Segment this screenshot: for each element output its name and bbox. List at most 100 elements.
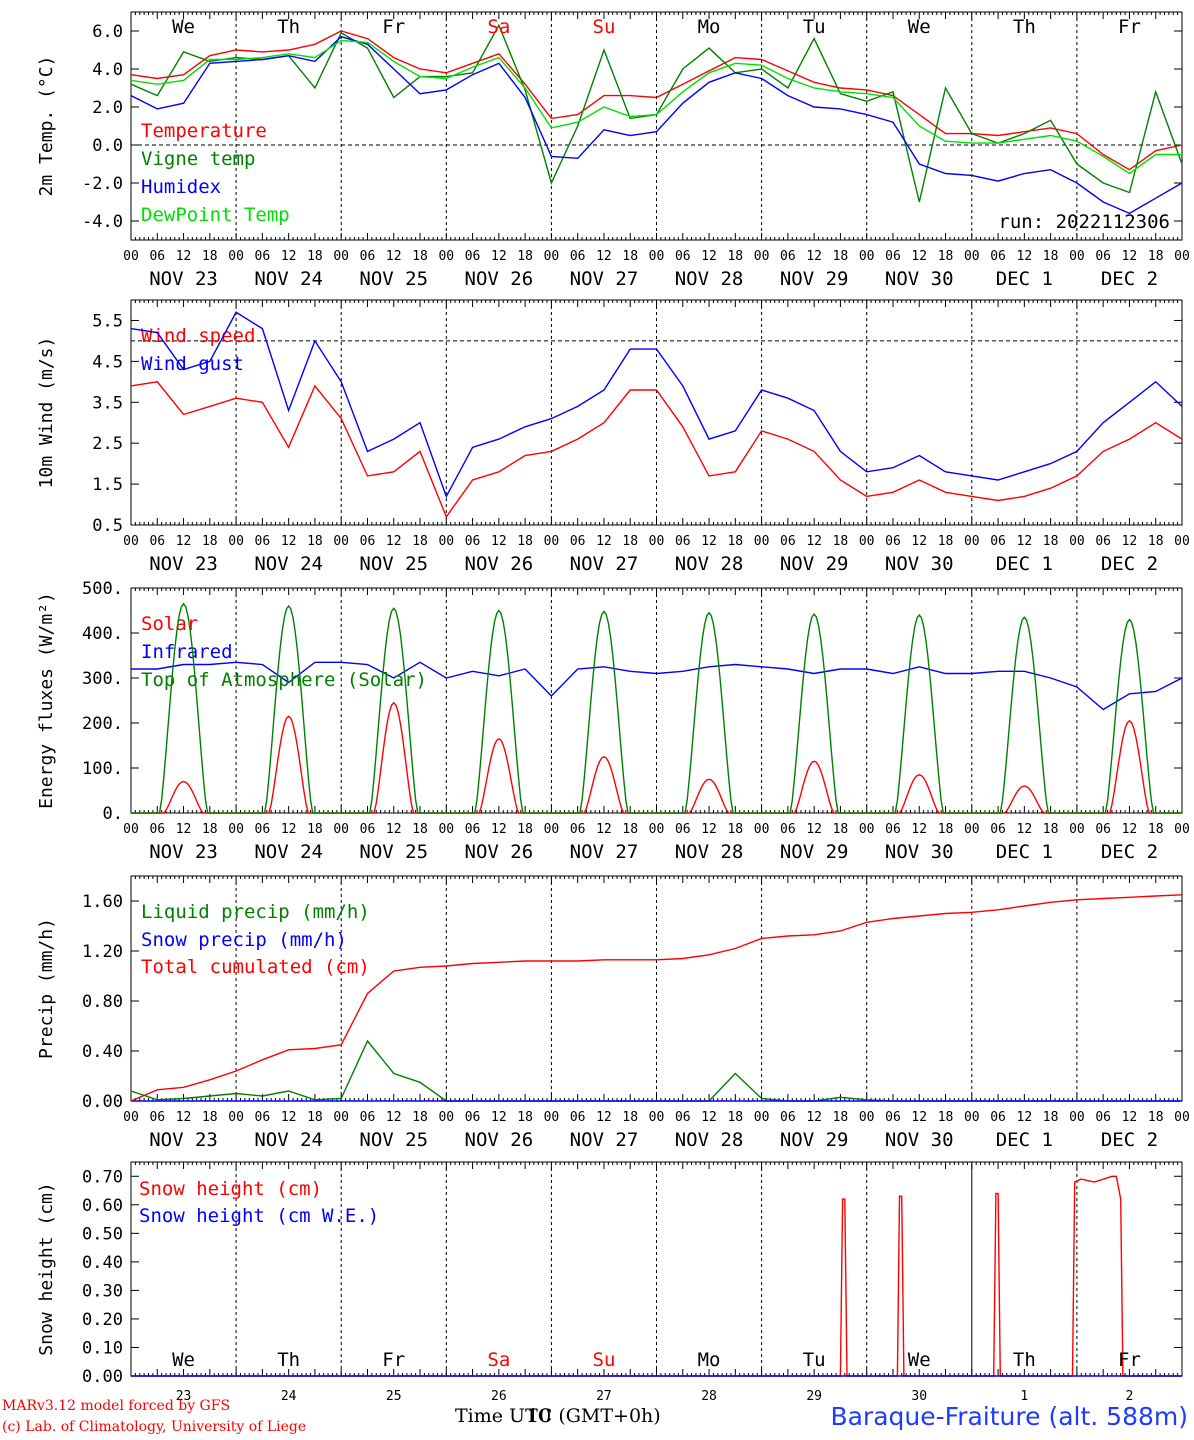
hour-tick-label: 06	[1095, 534, 1111, 549]
hour-tick-label: 00	[1069, 249, 1085, 264]
hour-tick-label: 12	[491, 1110, 507, 1125]
hour-tick-label: 00	[544, 822, 560, 837]
weekday-label: Sa	[487, 16, 510, 38]
hour-tick-label: 18	[412, 822, 428, 837]
hour-tick-label: 00	[1174, 1110, 1190, 1125]
y-axis-label: Precip (mm/h)	[36, 918, 57, 1059]
time-axis-label: Time UTC (GMT+0h) 10	[455, 1405, 661, 1427]
hour-tick-label: 18	[938, 1110, 954, 1125]
hour-tick-label: 12	[176, 822, 192, 837]
hour-tick-label: 18	[833, 534, 849, 549]
hour-tick-label: 18	[833, 822, 849, 837]
hour-tick-label: 00	[754, 1110, 770, 1125]
hour-tick-label: 12	[1122, 822, 1138, 837]
hour-tick-label: 00	[964, 534, 980, 549]
hour-tick-label: 00	[544, 1110, 560, 1125]
hour-tick-label: 06	[885, 534, 901, 549]
hour-tick-label: 12	[911, 1110, 927, 1125]
legend-entry: Solar	[141, 613, 198, 635]
weekday-label: Tu	[803, 16, 826, 38]
y-tick-label: 0.10	[82, 1338, 123, 1358]
hour-tick-label: 18	[517, 534, 533, 549]
panel-frame	[130, 587, 1183, 814]
hour-tick-label: 06	[465, 534, 481, 549]
date-label: NOV 25	[359, 841, 428, 863]
hour-tick-label: 12	[701, 1110, 717, 1125]
day-number-label: 27	[596, 1389, 612, 1404]
y-tick-label: 0.70	[82, 1167, 123, 1187]
hour-tick-label: 06	[1095, 822, 1111, 837]
hour-tick-label: 18	[727, 249, 743, 264]
hour-tick-label: 00	[964, 822, 980, 837]
y-tick-label: 2.0	[92, 98, 123, 118]
weekday-label: Su	[593, 1349, 616, 1371]
hour-tick-label: 18	[307, 249, 323, 264]
hour-tick-label: 12	[596, 1110, 612, 1125]
weekday-label: We	[908, 1349, 931, 1371]
station-name: Baraque-Fraiture (alt. 588m)	[830, 1402, 1188, 1431]
hour-tick-label: 18	[517, 1110, 533, 1125]
hour-tick-label: 00	[649, 822, 665, 837]
day-number-label: 28	[701, 1389, 717, 1404]
weekday-label: Fr	[1118, 1349, 1141, 1371]
hour-tick-label: 12	[1122, 249, 1138, 264]
day-number-label: 24	[281, 1389, 297, 1404]
date-label: NOV 27	[570, 268, 639, 290]
date-label: NOV 30	[885, 268, 954, 290]
y-tick-label: 0.20	[82, 1310, 123, 1330]
hour-tick-label: 06	[360, 249, 376, 264]
hour-tick-label: 06	[149, 822, 165, 837]
hour-tick-label: 12	[281, 822, 297, 837]
legend-entry: Humidex	[141, 176, 221, 198]
weekday-label: We	[172, 16, 195, 38]
hour-tick-label: 12	[1122, 1110, 1138, 1125]
date-label: NOV 29	[780, 841, 849, 863]
hour-tick-label: 18	[307, 1110, 323, 1125]
hour-tick-label: 00	[1174, 249, 1190, 264]
hour-tick-label: 06	[780, 1110, 796, 1125]
hour-tick-label: 18	[307, 534, 323, 549]
y-tick-label: 0.80	[82, 992, 123, 1012]
hour-tick-label: 06	[675, 822, 691, 837]
hour-tick-label: 12	[491, 249, 507, 264]
weekday-label: Mo	[698, 1349, 721, 1371]
hour-tick-label: 00	[859, 822, 875, 837]
y-tick-label: 0.5	[92, 516, 123, 536]
date-label: DEC 1	[996, 841, 1053, 863]
y-tick-label: 0.30	[82, 1281, 123, 1301]
hour-tick-label: 00	[123, 249, 139, 264]
hour-tick-label: 00	[754, 534, 770, 549]
hour-tick-label: 00	[228, 1110, 244, 1125]
y-tick-label: 0.00	[82, 1092, 123, 1112]
hour-tick-label: 00	[1069, 822, 1085, 837]
y-tick-label: 6.0	[92, 22, 123, 42]
y-tick-label: 0.60	[82, 1196, 123, 1216]
hour-tick-label: 12	[911, 822, 927, 837]
weekday-label: Fr	[1118, 16, 1141, 38]
y-tick-label: 0.50	[82, 1224, 123, 1244]
hour-tick-label: 00	[333, 822, 349, 837]
hour-tick-label: 06	[990, 534, 1006, 549]
date-label: NOV 27	[570, 1129, 639, 1151]
hour-tick-label: 06	[149, 1110, 165, 1125]
y-tick-label: 1.5	[92, 475, 123, 495]
date-label: NOV 23	[149, 1129, 218, 1151]
legend-entry: Liquid precip (mm/h)	[141, 901, 370, 923]
hour-tick-label: 06	[570, 1110, 586, 1125]
date-label: NOV 28	[675, 841, 744, 863]
hour-tick-label: 12	[281, 249, 297, 264]
hour-tick-label: 12	[491, 534, 507, 549]
hour-tick-label: 12	[386, 1110, 402, 1125]
day-number-label: 25	[386, 1389, 402, 1404]
run-label: run: 2022112306	[998, 211, 1170, 233]
hour-tick-label: 00	[438, 1110, 454, 1125]
hour-tick-label: 06	[360, 822, 376, 837]
hour-tick-label: 18	[202, 822, 218, 837]
series-line	[130, 35, 1183, 215]
hour-tick-label: 18	[1148, 822, 1164, 837]
day-number-label: 26	[491, 1389, 507, 1404]
hour-tick-label: 12	[281, 534, 297, 549]
legend-entry: Wind speed	[141, 325, 255, 347]
hour-tick-label: 00	[228, 534, 244, 549]
hour-tick-label: 12	[386, 534, 402, 549]
